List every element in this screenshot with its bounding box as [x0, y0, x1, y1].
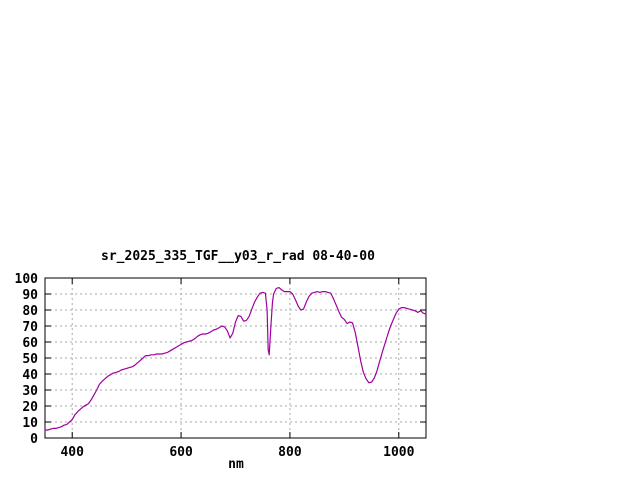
- chart-title: sr_2025_335_TGF__y03_r_rad 08-40-00: [101, 249, 375, 264]
- x-tick-label: 400: [60, 445, 84, 460]
- y-tick-label: 10: [22, 416, 38, 431]
- y-tick-label: 100: [15, 272, 39, 287]
- y-tick-label: 0: [30, 432, 38, 447]
- y-tick-label: 30: [22, 384, 38, 399]
- y-tick-label: 80: [22, 304, 38, 319]
- grid-layer: [45, 278, 426, 438]
- tick-layer: [45, 277, 426, 439]
- y-tick-label: 60: [22, 336, 38, 351]
- y-tick-label: 70: [22, 320, 38, 335]
- x-tick-label: 600: [169, 445, 193, 460]
- y-tick-label: 50: [22, 352, 38, 367]
- x-tick-label: 800: [278, 445, 302, 460]
- x-axis-label: nm: [228, 457, 244, 472]
- y-tick-label: 40: [22, 368, 38, 383]
- spectral-curve: [44, 287, 427, 431]
- y-tick-label: 20: [22, 400, 38, 415]
- x-tick-label: 1000: [383, 445, 414, 460]
- y-tick-label: 90: [22, 288, 38, 303]
